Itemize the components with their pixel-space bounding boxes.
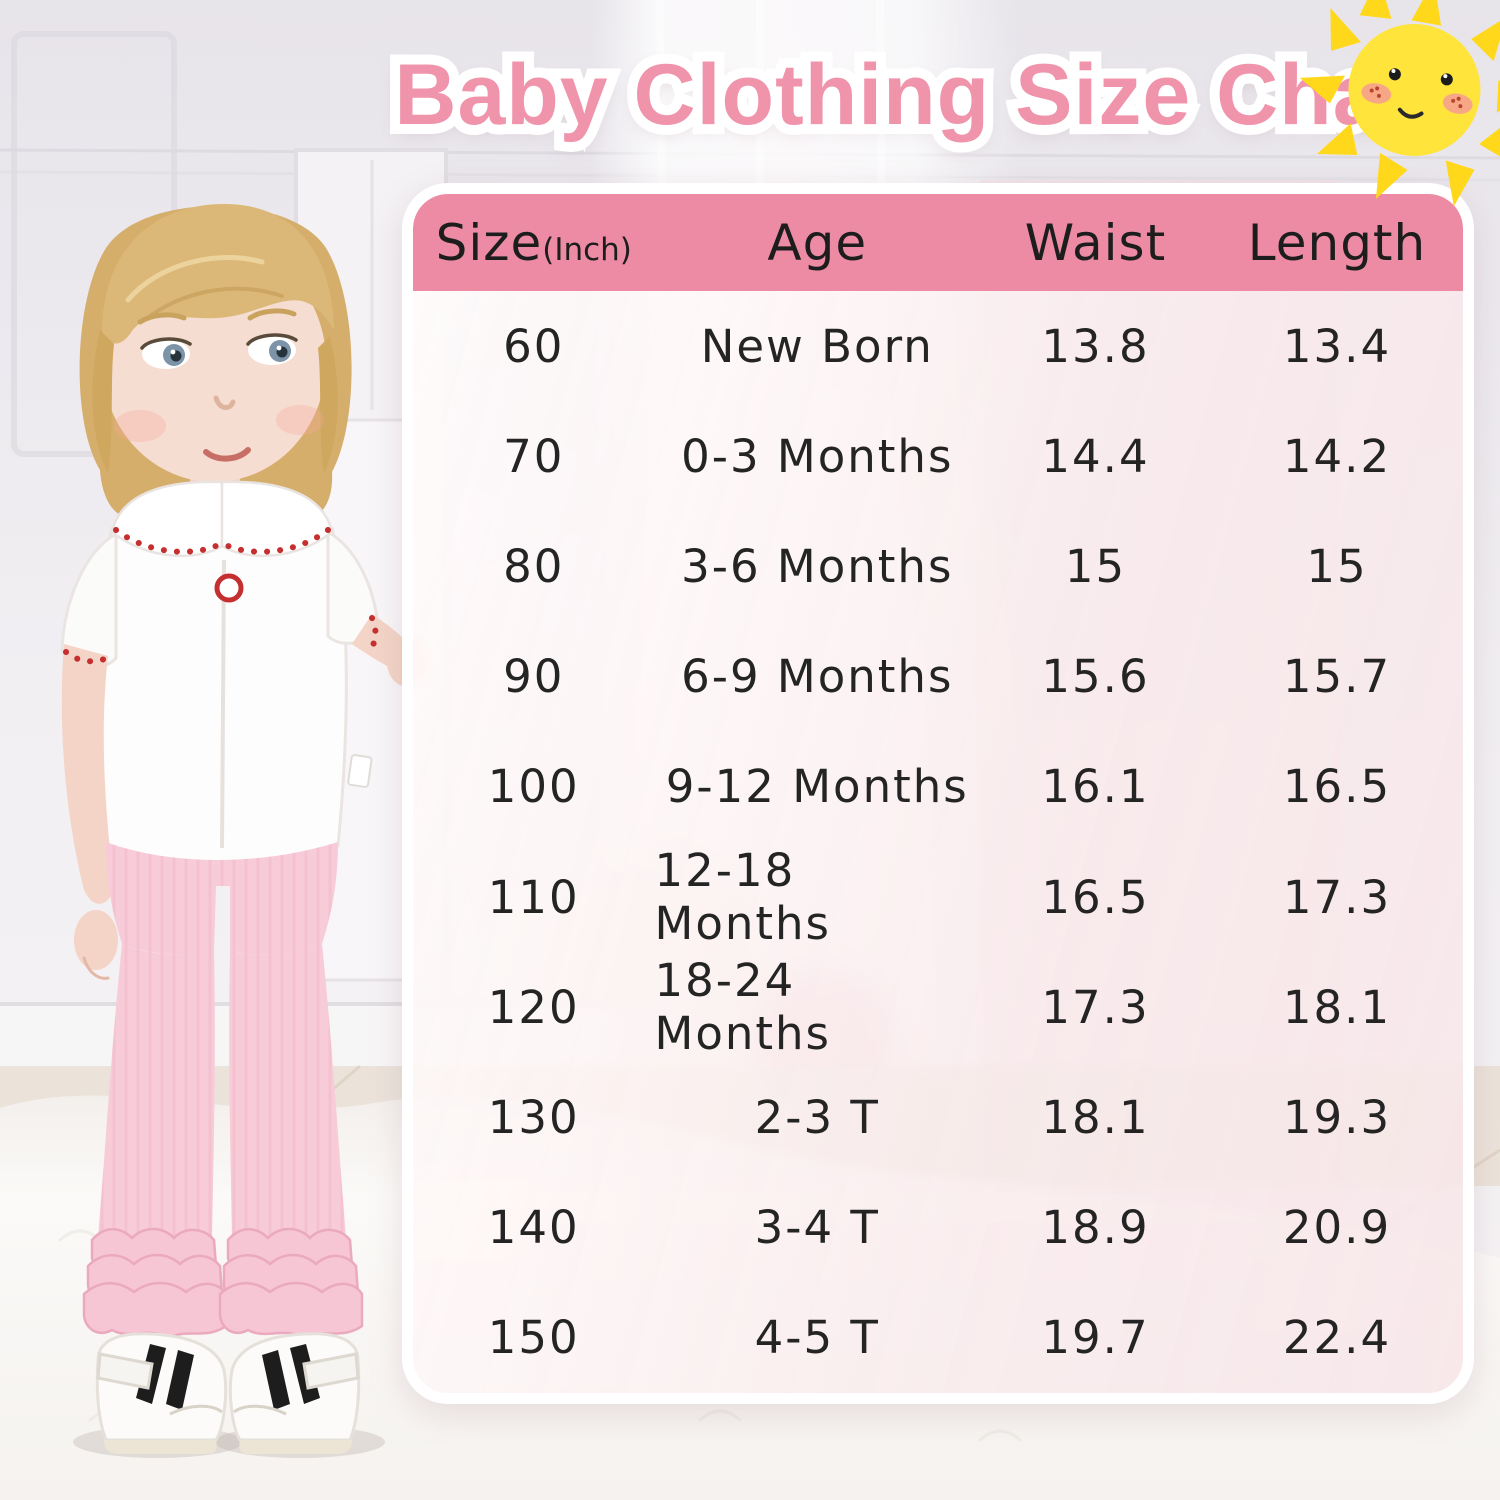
cell-age: 3-6 Months [681,540,954,593]
cell-length: 16.5 [1282,760,1392,814]
cell-length: 15.7 [1282,650,1392,704]
toddler-pants [82,842,364,1340]
header-size-label: Size [435,213,543,272]
table-row: 80 3-6 Months 15 15 [413,511,1463,621]
cell-size: 110 [487,870,580,924]
cell-age: 0-3 Months [681,429,954,483]
cell-waist: 18.1 [1041,1091,1150,1145]
cell-size: 70 [503,429,565,483]
cell-length: 20.9 [1282,1201,1392,1255]
table-row: 120 18-24 Months 17.3 18.1 [413,952,1463,1062]
cell-size: 130 [487,1091,580,1145]
cell-age: 3-4 T [754,1201,880,1255]
toddler-shirt [60,480,429,904]
table-row: 140 3-4 T 18.9 20.9 [413,1173,1463,1283]
size-chart-card: Size(Inch) Age Waist Length 60 New Born … [402,183,1474,1404]
column-header-waist: Waist [1024,213,1167,272]
cell-size: 80 [503,540,565,593]
cell-size: 60 [503,319,565,373]
table-row: 70 0-3 Months 14.4 14.2 [413,401,1463,511]
sun-rays [1299,0,1500,207]
cell-age: New Born [700,319,934,373]
cell-length: 14.2 [1282,429,1392,483]
cell-size: 140 [487,1201,580,1255]
toddler-hand [74,910,118,970]
toddler-eyes [137,308,298,369]
cell-length: 18.1 [1282,980,1392,1034]
cell-waist: 17.3 [1041,980,1150,1034]
page-title: Baby Clothing Size Chart Baby Clothing S… [380,37,1460,176]
cell-age: 18-24 Months [654,954,831,1061]
column-header-size: Size(Inch) [436,214,632,272]
cell-waist: 19.7 [1041,1311,1150,1365]
page-title-outline: Baby Clothing Size Chart [384,37,1454,153]
cell-age: 9-12 Months [665,760,969,814]
table-row: 60 New Born 13.8 13.4 [413,291,1463,401]
cell-waist: 16.1 [1041,760,1150,814]
header-size-unit: (Inch) [542,231,632,268]
cell-length: 13.4 [1282,319,1392,373]
cell-size: 100 [487,760,580,814]
cell-waist: 14.4 [1041,429,1150,483]
page-title-text: Baby Clothing Size Chart [394,47,1446,143]
table-row: 100 9-12 Months 16.1 16.5 [413,732,1463,842]
sun-icon [1299,0,1500,207]
table-row: 130 2-3 T 18.1 19.3 [413,1062,1463,1172]
size-chart-body: 60 New Born 13.8 13.4 70 0-3 Months 14.4… [413,291,1463,1393]
toddler-photo [60,204,429,1458]
column-header-age: Age [767,213,868,272]
cell-length: 19.3 [1282,1091,1392,1145]
cell-age: 12-18 Months [654,844,831,951]
cell-age: 6-9 Months [681,650,954,704]
table-row: 90 6-9 Months 15.6 15.7 [413,622,1463,732]
cell-length: 17.3 [1282,870,1392,924]
cell-waist: 18.9 [1041,1201,1150,1255]
cell-waist: 16.5 [1041,870,1150,924]
table-row: 150 4-5 T 19.7 22.4 [413,1283,1463,1393]
sun-face [1348,23,1481,156]
cell-size: 90 [503,650,565,704]
cell-waist: 15 [1064,540,1127,593]
cell-size: 150 [487,1311,580,1365]
cell-length: 15 [1306,540,1368,593]
table-row: 110 12-18 Months 16.5 17.3 [413,842,1463,952]
column-header-length: Length [1247,213,1427,272]
cell-size: 120 [487,980,580,1034]
size-chart-header-row: Size(Inch) Age Waist Length [413,194,1463,291]
cell-age: 4-5 T [754,1311,880,1365]
cell-age: 2-3 T [754,1091,880,1145]
cell-waist: 13.8 [1041,319,1150,373]
toddler-shoes [95,1332,361,1454]
cell-length: 22.4 [1282,1311,1392,1365]
cell-waist: 15.6 [1041,650,1150,704]
